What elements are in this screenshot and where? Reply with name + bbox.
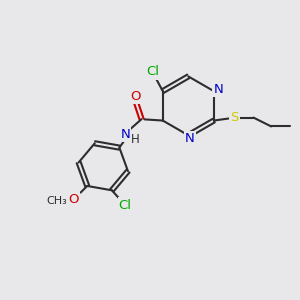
Text: H: H: [131, 133, 140, 146]
Text: CH₃: CH₃: [46, 196, 67, 206]
Text: N: N: [185, 132, 195, 145]
Text: O: O: [69, 193, 79, 206]
Text: N: N: [121, 128, 130, 141]
Text: S: S: [230, 111, 238, 124]
Text: Cl: Cl: [118, 199, 132, 212]
Text: O: O: [130, 90, 141, 103]
Text: N: N: [213, 83, 223, 96]
Text: Cl: Cl: [146, 65, 159, 79]
